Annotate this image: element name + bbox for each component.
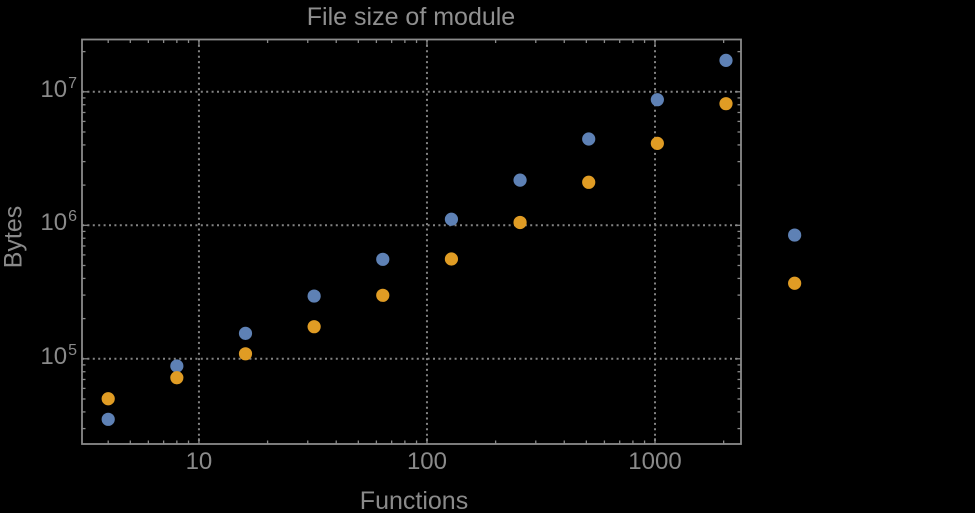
data-point-blue [376,252,390,266]
data-point-blue [444,212,459,226]
data-point-blue [238,326,253,340]
data-point-orange [170,371,184,385]
data-point-blue [513,173,527,187]
data-point-blue [170,359,184,373]
data-point-blue [307,289,321,303]
data-point-orange [788,276,802,290]
data-point-orange [513,215,527,230]
data-point-orange [376,288,390,302]
data-point-orange [582,175,596,189]
data-point-blue [101,412,115,426]
data-point-orange [719,97,733,111]
y-tick-label-10e6: 106 [0,208,77,238]
plot-frame [81,38,742,445]
y-tick-exponent: 5 [68,341,77,359]
data-point-blue [788,228,802,242]
data-point-orange [650,136,664,150]
y-tick-base: 10 [40,342,68,370]
x-tick-label-10: 10 [185,448,213,475]
data-point-orange [307,320,321,334]
data-point-blue [719,53,733,67]
x-axis-label: Functions [359,487,469,513]
data-point-orange [238,347,253,361]
y-tick-base: 10 [40,75,68,103]
data-point-orange [101,392,115,406]
y-tick-base: 10 [40,209,68,237]
x-tick-label-100: 100 [406,448,447,475]
y-tick-exponent: 7 [68,74,77,92]
data-point-orange [444,252,459,266]
y-tick-label-10e5: 105 [0,341,77,372]
y-tick-exponent: 6 [68,208,77,226]
x-tick-label-1000: 1000 [628,448,682,475]
data-point-blue [582,132,596,146]
y-tick-label-10e7: 107 [0,74,77,105]
data-point-blue [650,93,664,107]
chart-title: File size of module [306,3,516,31]
